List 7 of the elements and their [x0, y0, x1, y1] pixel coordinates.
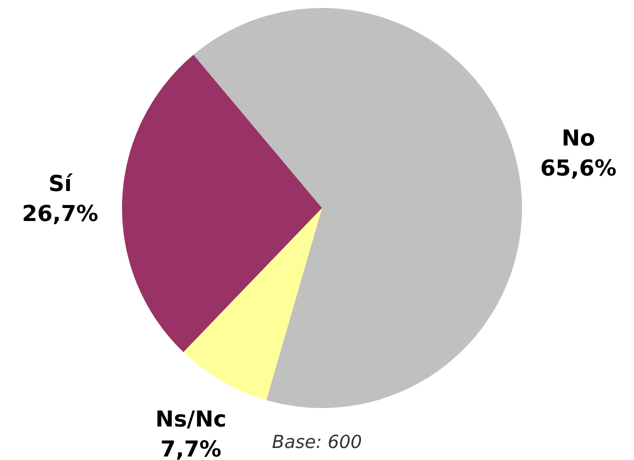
slice-label: Ns/Nc — [155, 408, 226, 433]
slice-label: Sí — [48, 172, 74, 197]
text: Base: 600 — [272, 432, 362, 453]
data-label: 65,6% — [540, 156, 617, 182]
data-label: 26,7% — [22, 202, 98, 227]
slice-label: No — [562, 126, 596, 152]
data-label: 7,7% — [160, 438, 222, 460]
